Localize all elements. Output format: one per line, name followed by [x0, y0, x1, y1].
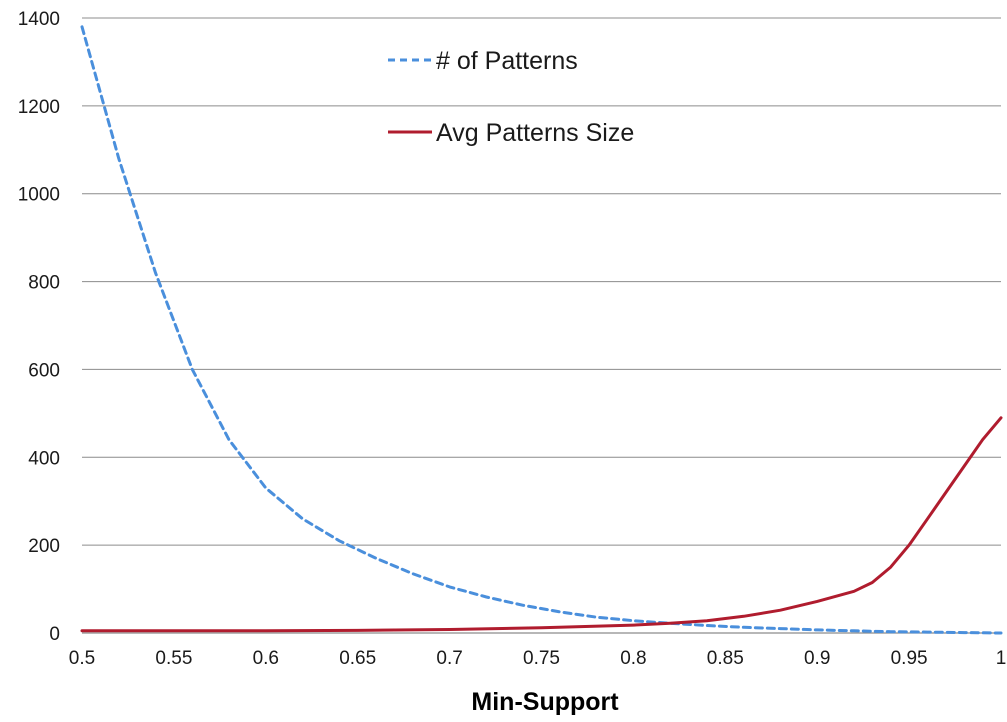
series-lines: [80, 25, 1003, 635]
grid-lines: [82, 17, 1001, 634]
y-tick-label: 400: [28, 448, 60, 469]
x-tick-label: 1: [996, 648, 1007, 669]
x-tick-label: 0.85: [707, 648, 744, 669]
y-tick-label: 200: [28, 536, 60, 557]
series-line-avg-pattern-size: [80, 416, 1003, 633]
x-tick-label: 0.8: [620, 648, 646, 669]
y-axis-ticks: 0 200 400 600 800 1000 1200 1400: [18, 9, 60, 645]
y-tick-label: 1000: [18, 185, 60, 206]
y-tick-label: 600: [28, 360, 60, 381]
y-tick-label: 1400: [18, 9, 60, 30]
x-tick-label: 0.6: [253, 648, 279, 669]
y-tick-label: 800: [28, 273, 60, 294]
legend-label-avg-pattern-size: Avg Patterns Size: [436, 119, 634, 147]
legend-label-patterns-count: # of Patterns: [436, 47, 578, 75]
x-axis-title: Min-Support: [471, 688, 619, 716]
series-line-patterns-count: [80, 25, 1003, 635]
y-tick-label: 0: [49, 624, 60, 645]
x-tick-label: 0.9: [804, 648, 830, 669]
x-tick-label: 0.75: [523, 648, 560, 669]
x-tick-label: 0.55: [155, 648, 192, 669]
legend: # of Patterns Avg Patterns Size: [388, 47, 634, 147]
x-axis-ticks: 0.5 0.55 0.6 0.65 0.7 0.75 0.8 0.85 0.9 0.95 1: [69, 648, 1007, 669]
x-tick-label: 0.5: [69, 648, 95, 669]
x-tick-label: 0.7: [436, 648, 462, 669]
x-tick-label: 0.95: [891, 648, 928, 669]
y-tick-label: 1200: [18, 97, 60, 118]
x-tick-label: 0.65: [339, 648, 376, 669]
